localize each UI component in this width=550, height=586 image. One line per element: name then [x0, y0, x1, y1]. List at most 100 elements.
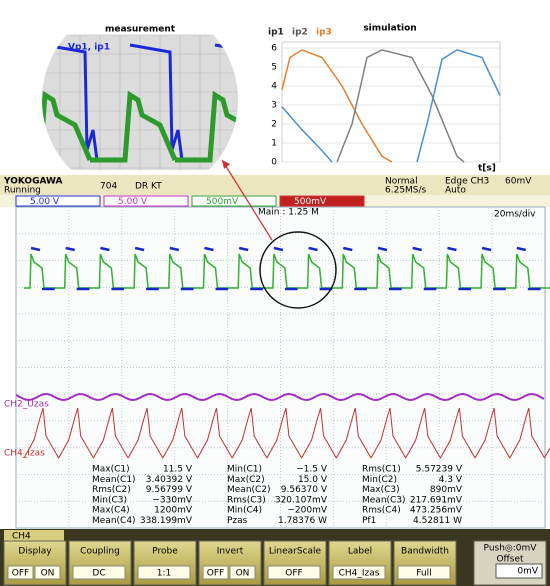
- measure-value: 1200mV: [154, 506, 193, 516]
- menu-option-label: OFF: [12, 569, 29, 579]
- header-record: 704: [100, 182, 117, 192]
- channel-box[interactable]: [103, 195, 189, 207]
- menu-option-label: 1:1: [157, 569, 171, 579]
- y-tick-label: 4: [271, 82, 277, 92]
- measure-name: Min(C4): [227, 506, 262, 516]
- purple-waveform: [15, 392, 545, 402]
- simulation-title: simulation: [363, 24, 416, 34]
- channel-box[interactable]: [15, 195, 101, 207]
- measure-value: 9.56370 V: [281, 485, 328, 495]
- menu-option: [72, 565, 126, 580]
- legend-entry: ip3: [316, 28, 332, 38]
- measure-name: Rms(C4): [362, 506, 401, 516]
- callout-arrow: [221, 159, 273, 241]
- measure-value: 217.691mV: [410, 495, 463, 505]
- menu-label: LinearScale: [269, 547, 322, 557]
- measure-name: Mean(C3): [362, 495, 406, 505]
- channel-scale: 5.00 V: [118, 197, 148, 207]
- measure-name: Rms(C2): [92, 485, 131, 495]
- measure-value: 9.56799 V: [146, 485, 193, 495]
- red-waveform: [23, 407, 550, 459]
- header-trigger-level: 60mV: [505, 177, 532, 187]
- channel-box[interactable]: [279, 195, 365, 207]
- measure-name: Mean(C4): [92, 516, 136, 526]
- push-label: Push◎:0mV: [484, 544, 538, 554]
- channel-scale: 500mV: [294, 197, 327, 207]
- measure-value: 15.0 V: [298, 475, 328, 485]
- arrow-head: [222, 160, 230, 169]
- header-trigger: Edge CH3: [445, 177, 489, 187]
- y-tick-label: 2: [271, 120, 277, 130]
- blue-waveform: [30, 246, 541, 291]
- scope-header: [0, 175, 550, 195]
- measurement-face: [42, 34, 238, 170]
- channel-scale: 5.00 V: [30, 197, 60, 207]
- menu-option: [229, 565, 256, 580]
- menu-option-label: Full: [416, 569, 431, 579]
- measure-name: Mean(C2): [227, 485, 271, 495]
- measure-value: −200mV: [287, 506, 327, 516]
- menu-option-label: OFF: [285, 569, 302, 579]
- green-waveform: [24, 253, 550, 289]
- channel-scale: 500mV: [206, 197, 239, 207]
- menu-tab: [4, 530, 64, 541]
- offset-label: Offset: [496, 555, 524, 565]
- channel-label: CH4_Izas: [4, 449, 45, 459]
- measure-name: Mean(C1): [92, 475, 136, 485]
- menu-label: Invert: [217, 547, 244, 557]
- sim-gray: [336, 49, 465, 163]
- measure-name: Pzas: [227, 516, 248, 526]
- menu-option: [34, 565, 61, 580]
- y-tick-label: 3: [271, 101, 277, 111]
- menu-option-label: DC: [92, 569, 105, 579]
- measure-value: 473.256mV: [410, 506, 463, 516]
- measure-name: Max(C4): [92, 506, 130, 516]
- sim-frame: [281, 41, 501, 163]
- header-brand: YOKOGAWA: [3, 177, 63, 187]
- y-tick-label: 6: [271, 44, 277, 54]
- menu-option-label: CH4_Izas: [339, 569, 380, 579]
- menu-label: Coupling: [80, 547, 120, 557]
- measure-value: 11.5 V: [163, 465, 193, 475]
- menu-option: [267, 565, 321, 580]
- measure-name: Min(C1): [227, 465, 262, 475]
- measure-name: Max(C1): [92, 465, 130, 475]
- measurement-title: measurement: [105, 25, 176, 35]
- measure-name: Max(C3): [362, 485, 400, 495]
- measure-value: 4.52811 W: [413, 516, 462, 526]
- header-sample-rate: 6.25MS/s: [385, 186, 427, 196]
- menu-option-label: ON: [236, 569, 250, 579]
- menu-option: [7, 565, 34, 580]
- menu-option-label: OFF: [207, 569, 224, 579]
- sim-orange: [281, 49, 393, 163]
- measure-value: 890mV: [430, 485, 463, 495]
- header-status: Running: [4, 186, 41, 196]
- y-tick-label: 1: [271, 139, 277, 149]
- menu-label: Bandwidth: [401, 547, 449, 557]
- menu-option-label: ON: [41, 569, 55, 579]
- measure-value: −1.5 V: [296, 465, 328, 475]
- legend-entry: ip2: [292, 28, 308, 38]
- measure-name: Pf1: [362, 516, 376, 526]
- measure-name: Rms(C3): [227, 495, 266, 505]
- main-record: Main : 1.25 M: [258, 208, 319, 218]
- menu-option: [332, 565, 386, 580]
- channel-label: CH2_Uzas: [4, 400, 49, 410]
- highlight-circle: [259, 231, 337, 309]
- offset-value: 0mV: [517, 567, 538, 577]
- channel-box[interactable]: [191, 195, 277, 207]
- measure-name: Min(C3): [92, 495, 127, 505]
- header-trigger-mode: Normal: [385, 177, 418, 187]
- menu-tab-label: CH4: [12, 532, 31, 542]
- measure-name: Max(C2): [227, 475, 265, 485]
- measure-value: 5.57239 V: [416, 465, 463, 475]
- legend-entry: ip1: [268, 28, 284, 38]
- green-trace: [42, 90, 238, 163]
- y-tick-label: 5: [271, 63, 277, 73]
- sim-blue: [281, 49, 501, 163]
- menu-option: [397, 565, 451, 580]
- offset-field: [495, 563, 543, 579]
- measurement-label: Vp1, ip1: [68, 43, 110, 53]
- x-axis-label: t[s]: [478, 164, 496, 174]
